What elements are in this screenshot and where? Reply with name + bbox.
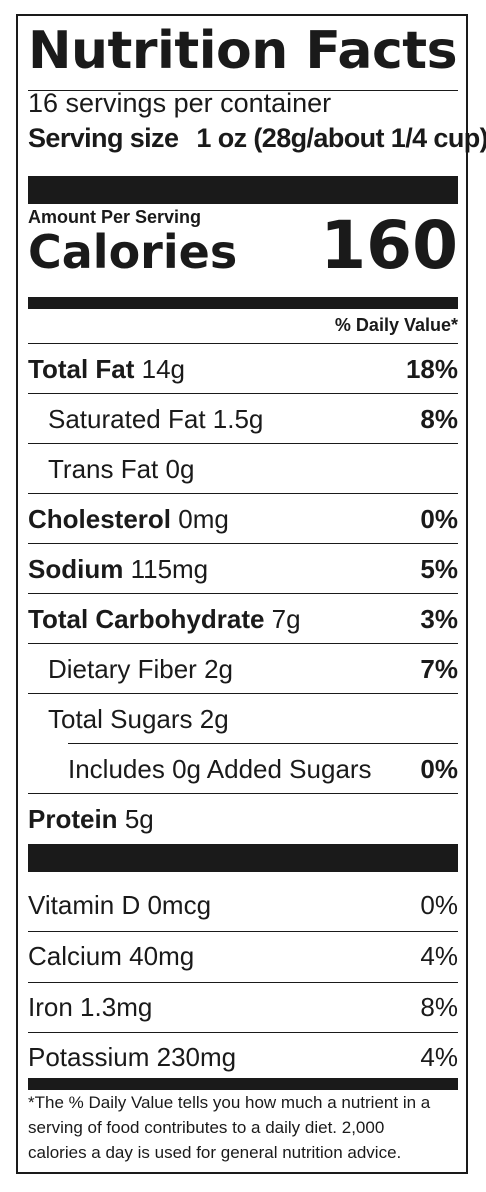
label-content: Nutrition Facts 16 servings per containe… <box>28 16 486 1172</box>
nutrient-amount: 14g <box>141 354 186 384</box>
nutrient-name: Sodium <box>28 554 124 584</box>
nutrient-row-saturated-fat: Saturated Fat 1.5g 8% <box>28 394 458 444</box>
row-divider <box>68 743 458 744</box>
row-divider <box>28 543 458 544</box>
nutrient-amount: 115mg <box>130 554 209 584</box>
nutrient-name: Total Fat <box>28 354 135 384</box>
footnote: *The % Daily Value tells you how much a … <box>28 1090 458 1165</box>
nutrient-name: Protein <box>28 804 118 834</box>
nutrient-amount: 2g <box>199 704 229 734</box>
nutrient-name: Includes 0g Added Sugars <box>68 754 372 784</box>
nutrient-dv: 0% <box>420 754 458 784</box>
vitamin-amount: 1.3mg <box>80 992 153 1022</box>
vitamin-amount: 40mg <box>129 941 195 971</box>
nutrient-row-cholesterol: Cholesterol 0mg 0% <box>28 494 458 544</box>
row-divider <box>28 693 458 694</box>
nutrient-amount: 2g <box>204 654 233 684</box>
row-divider <box>28 393 458 394</box>
nutrient-row-total-fat: Total Fat 14g 18% <box>28 344 458 394</box>
calories-label: Calories <box>28 225 238 279</box>
footnote-line: *The % Daily Value tells you how much a … <box>28 1093 431 1112</box>
row-divider <box>28 593 458 594</box>
vitamin-dv: 4% <box>420 1042 458 1072</box>
nutrient-amount: 5g <box>124 804 154 834</box>
nutrient-dv: 5% <box>420 554 458 584</box>
nutrient-name: Saturated Fat <box>48 404 206 434</box>
thick-divider-top <box>28 176 458 204</box>
serving-size-value: 1 oz (28g/about 1/4 cup) <box>196 123 486 153</box>
servings-per-container: 16 servings per container <box>28 88 332 118</box>
calories-value: 160 <box>320 207 458 284</box>
nutrient-dv: 8% <box>420 404 458 434</box>
nutrient-name: Total Carbohydrate <box>28 604 265 634</box>
nutrient-row-dietary-fiber: Dietary Fiber 2g 7% <box>28 644 458 694</box>
nutrient-row-added-sugars: Includes 0g Added Sugars 0% <box>28 744 458 794</box>
vitamin-dv: 8% <box>420 992 458 1022</box>
vitamin-dv: 0% <box>420 890 458 920</box>
nutrient-dv: 7% <box>420 654 458 684</box>
nutrient-name: Cholesterol <box>28 504 172 534</box>
nutrient-row-protein: Protein 5g <box>28 794 458 844</box>
vitamin-row-iron: Iron 1.3mg 8% <box>28 982 458 1032</box>
nutrient-dv: 3% <box>420 604 458 634</box>
label-title: Nutrition Facts <box>28 21 458 81</box>
vitamin-name: Iron <box>28 992 73 1022</box>
vitamin-name: Vitamin D <box>28 890 141 920</box>
row-divider <box>28 443 458 444</box>
row-divider <box>28 343 458 344</box>
row-divider <box>28 982 458 983</box>
thick-divider-vitamins <box>28 844 458 872</box>
nutrient-amount: 7g <box>271 604 301 634</box>
nutrient-row-sodium: Sodium 115mg 5% <box>28 544 458 594</box>
amount-per-serving: Amount Per Serving <box>28 207 202 227</box>
nutrient-name: Total Sugars <box>48 704 193 734</box>
nutrient-row-trans-fat: Trans Fat 0g <box>28 444 458 494</box>
row-divider <box>28 643 458 644</box>
nutrient-dv: 0% <box>420 504 458 534</box>
serving-size: Serving size 1 oz (28g/about 1/4 cup) <box>28 120 486 156</box>
row-divider <box>28 493 458 494</box>
nutrient-row-total-sugars: Total Sugars 2g <box>28 694 458 744</box>
nutrient-name: Dietary Fiber <box>48 654 197 684</box>
vitamin-row-potassium: Potassium 230mg 4% <box>28 1032 458 1082</box>
vitamin-dv: 4% <box>420 941 458 971</box>
nutrient-amount: 0mg <box>178 504 229 534</box>
vitamin-row-vitamin-d: Vitamin D 0mcg 0% <box>28 880 458 930</box>
title-divider <box>28 90 458 91</box>
vitamin-name: Calcium <box>28 941 122 971</box>
row-divider <box>28 1032 458 1033</box>
row-divider <box>28 793 458 794</box>
footnote-line: calories a day is used for general nutri… <box>28 1143 402 1162</box>
nutrient-name: Trans Fat <box>48 454 159 484</box>
vitamin-row-calcium: Calcium 40mg 4% <box>28 931 458 981</box>
vitamin-amount: 230mg <box>156 1042 237 1072</box>
thick-divider-bottom <box>28 1078 458 1090</box>
serving-size-label: Serving size <box>28 123 179 153</box>
medium-divider <box>28 297 458 309</box>
nutrient-row-total-carbohydrate: Total Carbohydrate 7g 3% <box>28 594 458 644</box>
nutrient-dv: 18% <box>405 354 458 384</box>
footnote-line: serving of food contributes to a daily d… <box>28 1118 385 1137</box>
vitamin-amount: 0mcg <box>147 890 212 920</box>
nutrient-amount: 1.5g <box>212 404 264 434</box>
daily-value-header: % Daily Value* <box>334 315 458 335</box>
vitamin-name: Potassium <box>28 1042 150 1072</box>
nutrient-amount: 0g <box>165 454 195 484</box>
row-divider <box>28 931 458 932</box>
nutrition-facts-label: Nutrition Facts 16 servings per containe… <box>16 14 486 1174</box>
